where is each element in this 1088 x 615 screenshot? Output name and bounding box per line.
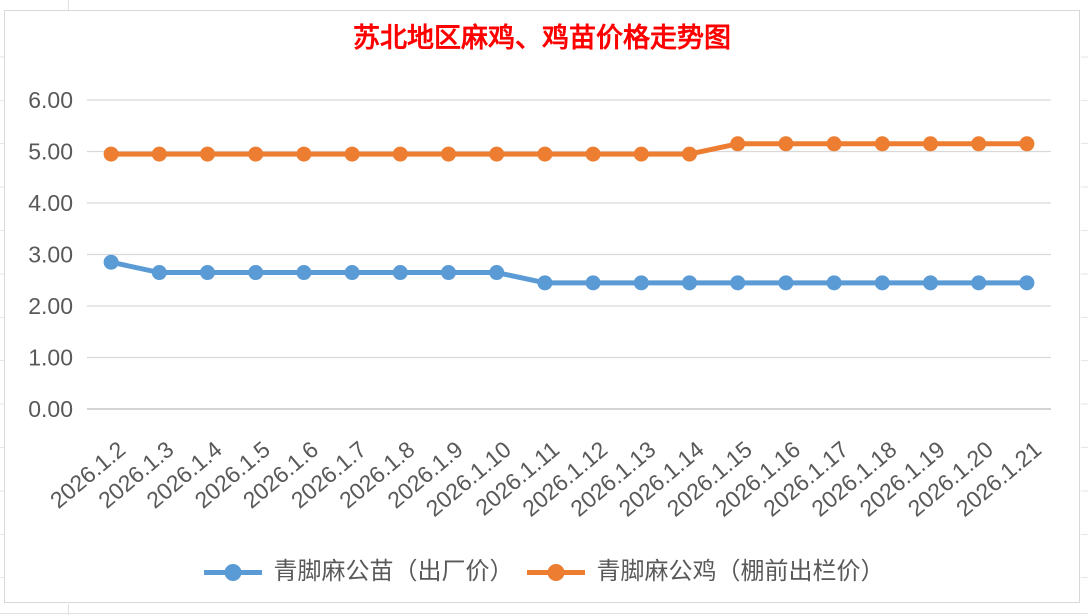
legend-marker-line-dot-icon <box>203 563 262 581</box>
sheet-row-gridline-bottom <box>0 613 1088 614</box>
y-tick-label: 3.00 <box>28 242 73 268</box>
data-point[interactable] <box>826 136 842 152</box>
data-point[interactable] <box>392 146 408 162</box>
data-point[interactable] <box>585 275 601 291</box>
legend: 青脚麻公苗（出厂价） 青脚麻公鸡（棚前出栏价） <box>0 556 1088 588</box>
y-tick-label: 1.00 <box>28 345 73 371</box>
data-point[interactable] <box>826 275 842 291</box>
data-point[interactable] <box>296 265 312 281</box>
data-point[interactable] <box>778 275 794 291</box>
data-point[interactable] <box>392 265 408 281</box>
data-point[interactable] <box>537 146 553 162</box>
data-point[interactable] <box>874 275 890 291</box>
data-point[interactable] <box>344 146 360 162</box>
data-point[interactable] <box>489 146 505 162</box>
data-point[interactable] <box>923 136 938 152</box>
data-point[interactable] <box>971 136 987 152</box>
data-point[interactable] <box>778 136 794 152</box>
data-point[interactable] <box>730 275 746 291</box>
data-point[interactable] <box>730 136 746 152</box>
data-point[interactable] <box>248 146 264 162</box>
data-point[interactable] <box>441 146 456 162</box>
data-point[interactable] <box>874 136 890 152</box>
data-point[interactable] <box>633 146 649 162</box>
y-tick-label: 6.00 <box>28 87 73 113</box>
x-axis-labels: 2026.1.22026.1.32026.1.42026.1.52026.1.6… <box>45 436 1046 522</box>
data-point[interactable] <box>296 146 312 162</box>
data-point[interactable] <box>200 146 215 162</box>
chart-title: 苏北地区麻鸡、鸡苗价格走势图 <box>353 23 731 53</box>
series-line <box>108 141 1030 157</box>
data-point[interactable] <box>489 265 505 281</box>
series-0[interactable] <box>103 254 1035 291</box>
y-tick-label: 5.00 <box>28 139 73 165</box>
data-point[interactable] <box>441 265 456 281</box>
legend-item-seedling-price[interactable]: 青脚麻公苗（出厂价） <box>203 557 514 587</box>
legend-marker-line-dot-icon <box>526 563 585 581</box>
data-point[interactable] <box>971 275 987 291</box>
y-tick-label: 2.00 <box>28 293 73 319</box>
data-point[interactable] <box>344 265 360 281</box>
data-point[interactable] <box>682 275 697 291</box>
sheet-column-gridline-bottom <box>68 604 69 615</box>
data-point[interactable] <box>537 275 553 291</box>
data-point[interactable] <box>682 146 697 162</box>
y-tick-label: 0.00 <box>28 396 73 422</box>
data-point[interactable] <box>103 254 119 270</box>
y-tick-label: 4.00 <box>28 190 73 216</box>
y-axis-labels: 0.00 1.00 2.00 3.00 4.00 5.00 6.00 <box>28 87 73 422</box>
data-point[interactable] <box>248 265 264 281</box>
y-gridlines <box>87 99 1051 410</box>
sheet-column-gridline-top <box>68 0 69 10</box>
data-point[interactable] <box>103 146 119 162</box>
data-point[interactable] <box>585 146 601 162</box>
data-point[interactable] <box>200 265 215 281</box>
legend-label: 青脚麻公苗（出厂价） <box>273 559 514 585</box>
data-point[interactable] <box>923 275 938 291</box>
data-point[interactable] <box>151 146 167 162</box>
data-point[interactable] <box>633 275 649 291</box>
legend-label: 青脚麻公鸡（棚前出栏价） <box>596 559 885 585</box>
series-line <box>108 259 1030 286</box>
data-point[interactable] <box>1019 275 1035 291</box>
data-point[interactable] <box>1019 136 1035 152</box>
series-1[interactable] <box>103 136 1035 162</box>
legend-item-rooster-price[interactable]: 青脚麻公鸡（棚前出栏价） <box>526 557 885 587</box>
data-point[interactable] <box>151 265 167 281</box>
